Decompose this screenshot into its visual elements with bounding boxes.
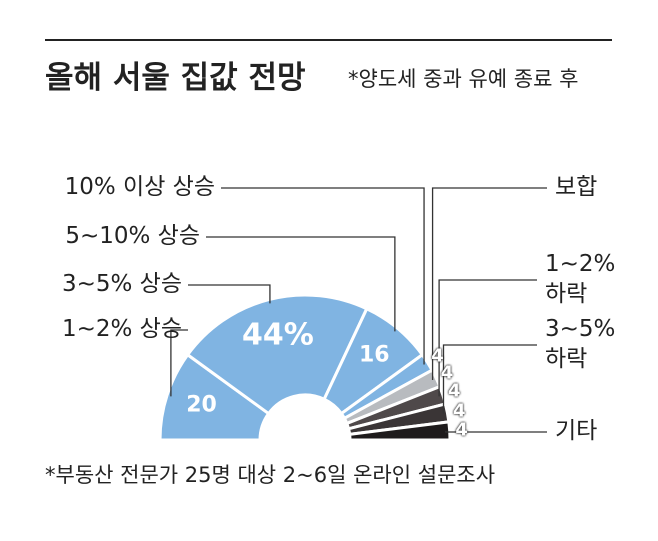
category-label: 기타: [555, 418, 598, 445]
leader-line: [438, 279, 537, 397]
value-label: 20: [186, 393, 217, 419]
value-label: 4: [440, 362, 454, 384]
leader-line: [442, 344, 537, 414]
slice: [347, 420, 452, 442]
footnote: *부동산 전문가 25명 대상 2~6일 온라인 설문조사: [45, 463, 496, 487]
leader-line: [188, 284, 271, 304]
leader-line: [221, 187, 425, 365]
slice: [185, 293, 369, 416]
leader-line: [206, 236, 396, 332]
value-label: 16: [359, 342, 390, 368]
category-label: 3~5% 하락: [545, 316, 616, 372]
value-label: 4: [455, 419, 468, 441]
category-label: 3~5% 상승: [61, 271, 182, 298]
value-label: 4: [448, 380, 461, 402]
category-label: 1~2% 하락: [545, 251, 616, 307]
value-label: 4: [431, 345, 444, 367]
category-label: 보합: [555, 174, 598, 201]
category-label: 10% 이상 상승: [64, 174, 215, 201]
leader-line: [445, 431, 547, 433]
leader-line: [431, 187, 547, 380]
chart-title: 올해 서울 집값 전망: [45, 60, 306, 96]
leader-line: [170, 329, 188, 397]
value-label: 4: [452, 399, 466, 421]
chart-subtitle: *양도세 중과 유예 종료 후: [348, 67, 579, 91]
value-label: 44%: [242, 317, 314, 353]
category-label: 5~10% 상승: [65, 223, 200, 250]
category-label: 1~2% 상승: [61, 316, 182, 343]
